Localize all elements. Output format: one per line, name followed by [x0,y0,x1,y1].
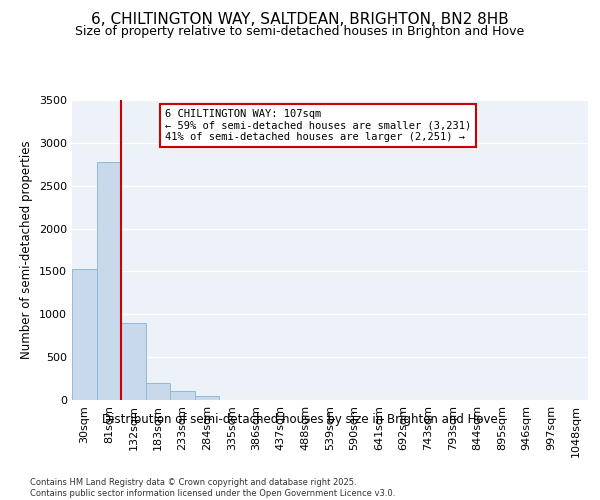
Bar [121,323,146,400]
Text: 6 CHILTINGTON WAY: 107sqm
← 59% of semi-detached houses are smaller (3,231)
41% : 6 CHILTINGTON WAY: 107sqm ← 59% of semi-… [165,109,471,142]
Bar [195,396,220,400]
Y-axis label: Number of semi-detached properties: Number of semi-detached properties [20,140,34,360]
Text: Distribution of semi-detached houses by size in Brighton and Hove: Distribution of semi-detached houses by … [102,412,498,426]
Text: 6, CHILTINGTON WAY, SALTDEAN, BRIGHTON, BN2 8HB: 6, CHILTINGTON WAY, SALTDEAN, BRIGHTON, … [91,12,509,28]
Text: Size of property relative to semi-detached houses in Brighton and Hove: Size of property relative to semi-detach… [76,25,524,38]
Bar [170,392,195,400]
Bar [72,270,97,400]
Bar [146,383,170,400]
Text: Contains HM Land Registry data © Crown copyright and database right 2025.
Contai: Contains HM Land Registry data © Crown c… [30,478,395,498]
Bar [97,162,121,400]
